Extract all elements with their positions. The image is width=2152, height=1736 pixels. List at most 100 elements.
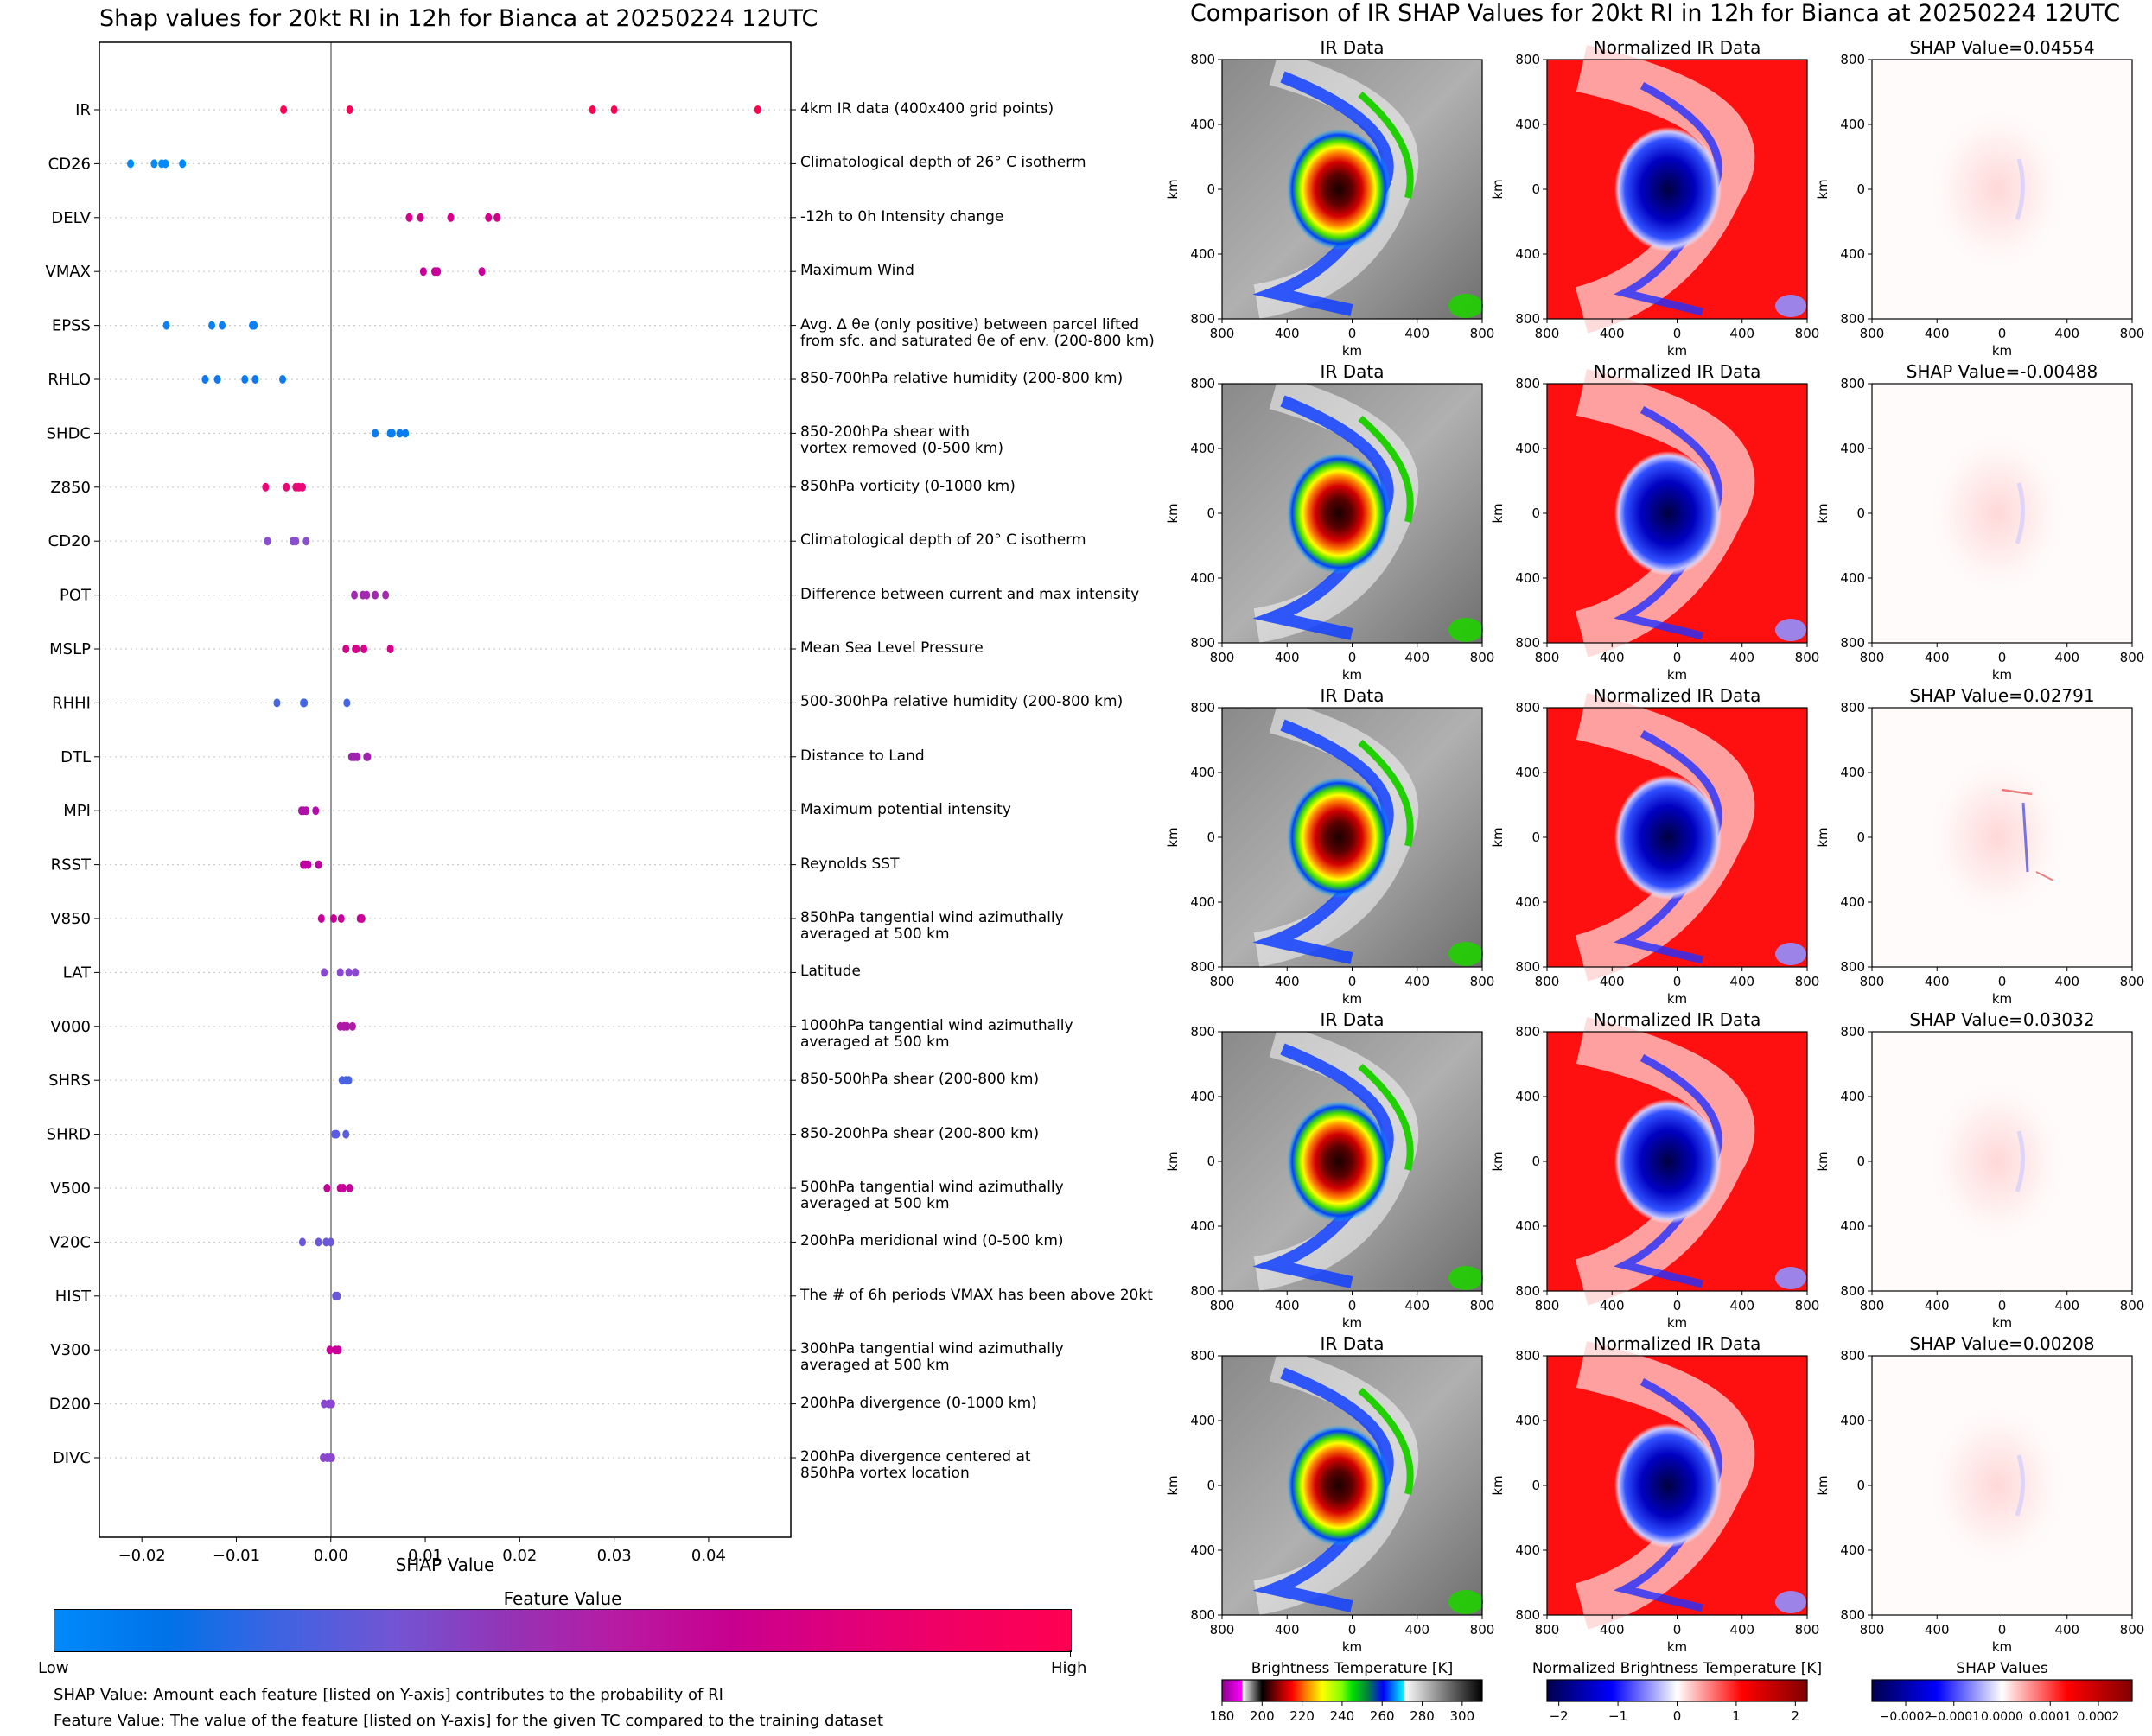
x-tick-label: 800 xyxy=(2120,326,2145,341)
shap-point-rhlo xyxy=(279,375,287,384)
shap-point-v850 xyxy=(358,914,366,923)
shap-point-d200 xyxy=(328,1399,335,1409)
y-tick-label: 0 xyxy=(1207,830,1215,845)
y-tick-label: 400 xyxy=(1190,117,1215,132)
y-tick-label: 800 xyxy=(1840,376,1865,391)
y-axis-label: km xyxy=(1490,827,1506,847)
shap-point-rhhi xyxy=(343,698,351,708)
shap-point-cd20 xyxy=(292,537,300,546)
y-tick-label: 400 xyxy=(1840,894,1865,910)
panel-r3-c2: Normalized IR Data8008004004000040040080… xyxy=(1490,685,1819,1007)
shap-value-title: SHAP Value=0.00208 xyxy=(1909,1333,2094,1354)
y-tick-label: 400 xyxy=(1840,765,1865,780)
feature-label-d200: D200 xyxy=(49,1396,91,1414)
x-tick-label: 400 xyxy=(1729,1622,1754,1637)
colorbar-tick-label: 0.0002 xyxy=(2077,1710,2119,1724)
x-tick-label: 800 xyxy=(1470,650,1495,665)
shap-point-v000 xyxy=(343,1021,351,1031)
y-tick-label: 800 xyxy=(1515,1607,1540,1623)
x-tick-label: 0 xyxy=(1348,326,1357,341)
colorbar-tick-label: 220 xyxy=(1289,1708,1315,1724)
feature-description-epss: Avg. Δ θe (only positive) between parcel… xyxy=(800,315,1155,350)
shap-point-epss xyxy=(208,321,216,330)
x-axis-label: km xyxy=(1667,1315,1687,1331)
feature-description-mpi: Maximum potential intensity xyxy=(800,801,1011,819)
y-tick-label: 400 xyxy=(1515,1089,1540,1104)
y-tick-label: 0 xyxy=(1207,1478,1215,1493)
feature-label-shrs: SHRS xyxy=(48,1071,91,1090)
colorbar-tick-label: 300 xyxy=(1450,1708,1475,1724)
x-tick-label: 800 xyxy=(2120,974,2145,989)
shap-point-rhlo xyxy=(251,375,259,384)
feature-description-lat: Latitude xyxy=(800,963,861,981)
shap-point-lat xyxy=(321,968,328,977)
shap-point-v500 xyxy=(323,1184,331,1192)
feature-description-d200: 200hPa divergence (0-1000 km) xyxy=(800,1394,1037,1412)
colorbar-tick-high xyxy=(1070,1650,1071,1657)
y-axis-label: km xyxy=(1165,827,1181,847)
x-tick-label: 400 xyxy=(1275,1622,1300,1637)
x-tick-label: 0 xyxy=(1348,650,1357,665)
feature-description-z850: 850hPa vorticity (0-1000 km) xyxy=(800,477,1016,495)
x-tick-label: 0 xyxy=(1998,1298,2007,1313)
feature-label-epss: EPSS xyxy=(52,317,91,335)
panel-title: Normalized IR Data xyxy=(1594,361,1761,382)
feature-label-rhlo: RHLO xyxy=(48,371,91,389)
panel-r4-c3: SHAP Value=0.030328008004004000040040080… xyxy=(1815,1009,2144,1331)
shap-point-v850 xyxy=(317,914,325,923)
panel-r2-c3: SHAP Value=-0.00488800800400400004004008… xyxy=(1815,361,2144,683)
shap-point-mslp xyxy=(360,645,368,653)
shap-value-title: SHAP Value=-0.00488 xyxy=(1907,361,2098,382)
shap-point-v300 xyxy=(326,1345,334,1355)
x-axis-label: km xyxy=(1342,1315,1362,1331)
x-tick-label: 400 xyxy=(1600,1298,1625,1313)
feature-label-mpi: MPI xyxy=(63,802,91,820)
y-tick-label: 800 xyxy=(1190,376,1215,391)
x-tick-label: 800 xyxy=(1795,650,1820,665)
colorbar-title: Normalized Brightness Temperature [K] xyxy=(1532,1660,1822,1677)
x-tick-label: 800 xyxy=(1470,974,1495,989)
x-tick-label: 800 xyxy=(2120,1622,2145,1637)
panel-title: Normalized IR Data xyxy=(1594,1009,1761,1030)
shap-point-cd20 xyxy=(302,537,310,546)
x-tick-label: 0 xyxy=(1998,1622,2007,1637)
normalized-brightness-colorbar: Normalized Brightness Temperature [K] −2 −… xyxy=(1532,1660,1822,1724)
y-tick-label: 0 xyxy=(1531,1154,1540,1169)
shap-point-ir xyxy=(589,105,596,114)
feature-description-dtl: Distance to Land xyxy=(800,747,925,765)
x-tick-label: 400 xyxy=(1925,650,1950,665)
x-tick-label: 800 xyxy=(1860,974,1885,989)
y-tick-label: 800 xyxy=(1190,1283,1215,1299)
x-tick-label: 0 xyxy=(1998,974,2007,989)
feature-description-pot: Difference between current and max inten… xyxy=(800,585,1140,603)
y-tick-label: 800 xyxy=(1515,376,1540,391)
shap-point-ir xyxy=(754,105,761,114)
y-tick-label: 800 xyxy=(1840,52,1865,67)
x-tick-label: 400 xyxy=(1729,1298,1754,1313)
shap-point-delv xyxy=(493,213,501,222)
feature-label-cd26: CD26 xyxy=(48,155,91,173)
y-tick-label: 800 xyxy=(1515,1348,1540,1364)
shap-point-mpi xyxy=(302,806,310,816)
feature-label-v000: V000 xyxy=(50,1018,91,1036)
x-axis-label: km xyxy=(1992,1639,2012,1655)
panel-r3-c3: SHAP Value=0.027918008004004000040040080… xyxy=(1815,685,2144,1007)
panel-r5-c3: SHAP Value=0.002088008004004000040040080… xyxy=(1815,1333,2144,1655)
y-tick-label: 800 xyxy=(1190,1607,1215,1623)
x-tick-label: 400 xyxy=(1404,1622,1429,1637)
shap-point-v500 xyxy=(346,1184,353,1192)
shap-point-v850 xyxy=(330,914,338,923)
feature-label-delv: DELV xyxy=(51,209,91,227)
x-tick-label: 400 xyxy=(1275,650,1300,665)
colorbar-high-label: High xyxy=(1051,1659,1087,1677)
y-tick-label: 800 xyxy=(1515,635,1540,651)
feature-description-mslp: Mean Sea Level Pressure xyxy=(800,639,984,657)
shap-point-epss xyxy=(219,321,226,330)
y-tick-label: 400 xyxy=(1515,1413,1540,1428)
shap-point-dtl xyxy=(364,752,372,761)
feature-label-rsst: RSST xyxy=(51,856,92,874)
